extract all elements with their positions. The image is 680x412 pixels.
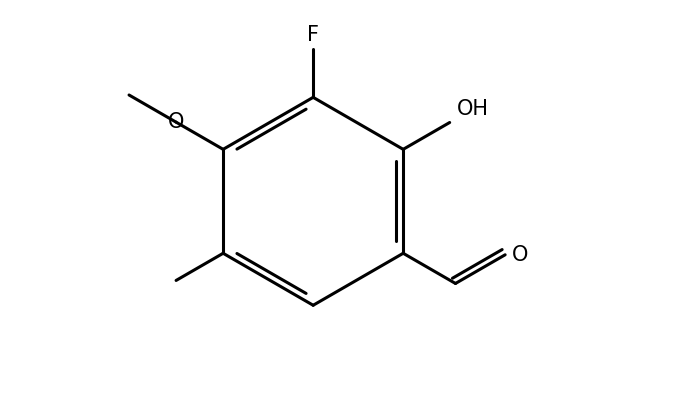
Text: O: O xyxy=(512,245,528,265)
Text: OH: OH xyxy=(456,99,488,119)
Text: O: O xyxy=(168,112,184,132)
Text: F: F xyxy=(307,25,319,45)
